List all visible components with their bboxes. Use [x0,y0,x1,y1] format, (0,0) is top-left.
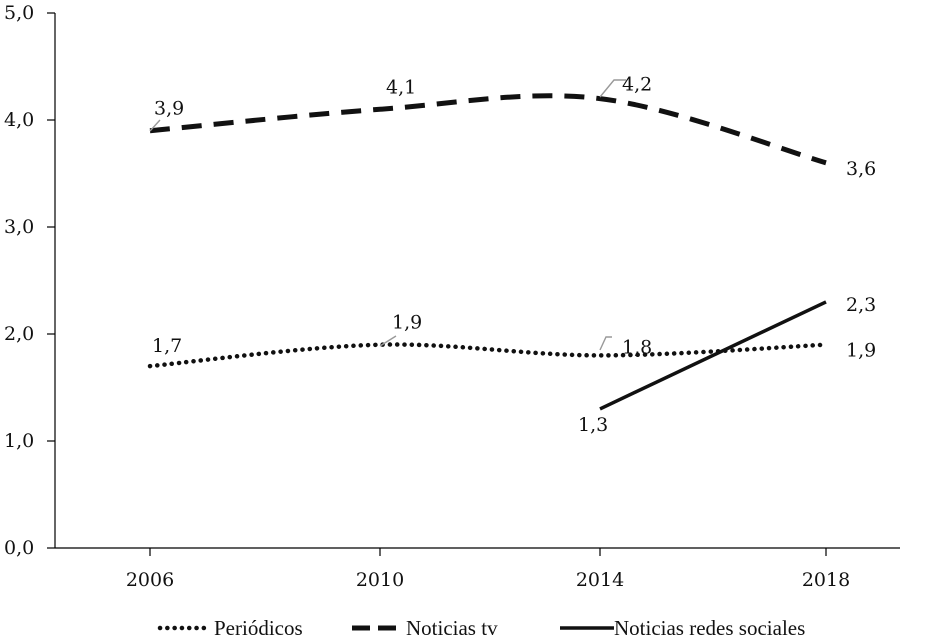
y-axis-ticks: 0,0 1,0 2,0 3,0 4,0 5,0 [4,2,55,559]
label-leader [599,79,626,98]
data-labels: 1,7 1,9 1,8 1,9 3,9 4,1 4,2 3,6 1,3 2,3 [149,74,876,436]
data-label: 3,6 [846,158,876,180]
label-leader [599,336,612,351]
data-label: 3,9 [154,98,184,120]
data-label: 2,3 [846,294,876,316]
data-label: 1,9 [846,340,876,362]
x-tick-label: 2010 [356,569,404,591]
series-line-0 [147,342,829,369]
x-axis-ticks: 2006 2010 2014 2018 [126,548,850,591]
data-label: 4,2 [622,74,652,96]
y-tick-label: 5,0 [4,2,34,24]
y-tick-label: 4,0 [4,109,34,131]
data-label: 1,9 [392,312,422,334]
data-label: 1,3 [578,414,608,436]
x-tick-label: 2018 [802,569,850,591]
series-lines [147,93,829,411]
y-tick-label: 0,0 [4,537,34,559]
label-leader [379,335,397,347]
label-leader [149,119,161,132]
axes [54,13,900,549]
series-line-1 [149,93,827,166]
legend-label-1: Noticias tv [406,616,498,640]
y-tick-label: 1,0 [4,430,34,452]
series-line-2 [599,300,827,411]
legend: Periódicos Noticias tv Noticias redes soci… [157,616,805,640]
data-label: 4,1 [386,76,416,98]
y-tick-label: 2,0 [4,323,34,345]
legend-label-0: Periódicos [214,616,303,640]
legend-label-2: Noticias redes sociales [614,616,805,640]
data-label: 1,7 [152,335,182,357]
x-tick-label: 2006 [126,569,174,591]
data-label: 1,8 [622,336,652,358]
x-tick-label: 2014 [576,569,624,591]
y-tick-label: 3,0 [4,216,34,238]
